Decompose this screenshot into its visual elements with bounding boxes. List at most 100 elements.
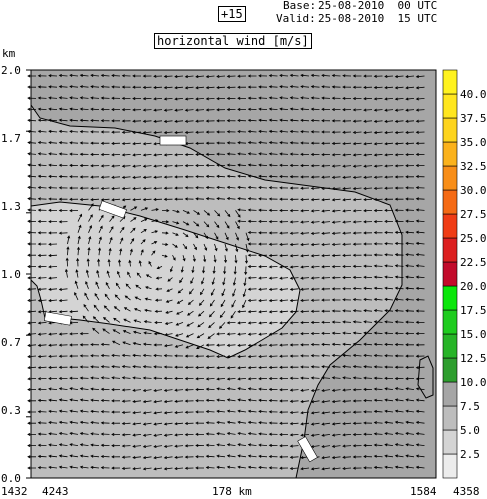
- wind-arrow: [226, 321, 236, 325]
- wind-arrow: [37, 85, 47, 89]
- wind-arrow: [216, 74, 226, 79]
- wind-arrow: [289, 298, 299, 303]
- wind-arrow: [342, 175, 352, 179]
- wind-arrow: [258, 310, 268, 314]
- wind-arrow: [132, 330, 142, 334]
- wind-arrow: [268, 85, 278, 89]
- wind-arrow: [102, 328, 110, 334]
- wind-arrow: [193, 232, 199, 239]
- wind-arrow: [208, 322, 215, 329]
- wind-arrow: [258, 421, 268, 425]
- wind-arrow: [258, 465, 268, 470]
- wind-arrow: [321, 209, 331, 213]
- wind-arrow: [231, 299, 236, 308]
- wind-arrow: [111, 175, 121, 179]
- wind-arrow: [321, 254, 331, 258]
- wind-arrow: [202, 266, 206, 274]
- wind-arrow: [27, 174, 37, 178]
- wind-arrow: [48, 107, 58, 111]
- wind-arrow: [415, 343, 425, 347]
- wind-arrow: [232, 277, 236, 286]
- wind-arrow: [163, 344, 173, 348]
- wind-arrow: [193, 210, 201, 215]
- wind-arrow: [174, 411, 184, 415]
- wind-arrow: [310, 265, 320, 269]
- wind-arrow: [142, 153, 152, 157]
- wind-arrow: [119, 248, 123, 256]
- wind-arrow: [88, 225, 93, 233]
- wind-arrow: [109, 226, 114, 234]
- wind-arrow: [321, 467, 331, 471]
- wind-arrow: [161, 242, 169, 246]
- wind-arrow: [195, 175, 205, 179]
- wind-arrow: [268, 276, 278, 280]
- wind-arrow: [93, 304, 100, 312]
- wind-arrow: [216, 108, 226, 112]
- wind-arrow: [415, 208, 425, 212]
- wind-arrow: [247, 409, 257, 413]
- wind-arrow: [169, 266, 173, 273]
- wind-arrow: [90, 421, 100, 425]
- wind-arrow: [373, 253, 383, 257]
- wind-arrow: [352, 432, 362, 437]
- wind-arrow: [289, 118, 299, 122]
- wind-arrow: [184, 86, 194, 90]
- wind-arrow: [117, 259, 122, 267]
- wind-arrow: [373, 164, 383, 168]
- colorbar-level-label: 15.0: [460, 328, 487, 341]
- wind-arrow: [415, 432, 425, 436]
- wind-arrow: [107, 258, 111, 267]
- wind-arrow: [300, 107, 310, 111]
- wind-arrow: [237, 443, 247, 447]
- wind-arrow: [258, 152, 268, 156]
- wind-arrow: [100, 454, 110, 459]
- wind-arrow: [331, 242, 341, 247]
- wind-arrow: [111, 444, 121, 448]
- wind-arrow: [195, 387, 205, 392]
- wind-arrow: [363, 387, 373, 391]
- wind-arrow: [331, 96, 341, 100]
- wind-arrow: [100, 410, 110, 414]
- wind-arrow: [331, 444, 341, 448]
- wind-arrow: [90, 432, 100, 436]
- wind-arrow: [67, 235, 71, 245]
- wind-arrow: [220, 299, 226, 308]
- wind-arrow: [384, 331, 394, 335]
- wind-arrow: [69, 443, 79, 447]
- wind-arrow: [384, 342, 394, 346]
- wind-arrow: [237, 185, 247, 189]
- wind-arrow: [352, 153, 362, 157]
- wind-arrow: [352, 97, 362, 101]
- wind-arrow: [205, 443, 215, 447]
- wind-arrow: [363, 153, 373, 157]
- colorbar-level-label: 22.5: [460, 256, 487, 269]
- wind-arrow: [331, 467, 341, 471]
- wind-arrow: [310, 287, 320, 291]
- wind-arrow: [48, 365, 58, 370]
- wind-arrow: [363, 286, 373, 290]
- wind-arrow: [48, 197, 58, 201]
- wind-arrow: [268, 343, 278, 347]
- wind-arrow: [172, 210, 180, 214]
- wind-arrow: [363, 410, 373, 414]
- wind-arrow: [405, 186, 415, 190]
- wind-arrow: [258, 208, 268, 212]
- wind-arrow: [153, 433, 163, 437]
- wind-arrow: [384, 264, 394, 268]
- wind-arrow: [331, 365, 341, 369]
- wind-arrow: [373, 443, 383, 447]
- wind-arrow: [289, 365, 299, 369]
- wind-arrow: [190, 277, 194, 285]
- wind-arrow: [103, 316, 110, 323]
- wind-arrow: [165, 299, 173, 303]
- wind-arrow: [394, 74, 404, 79]
- wind-arrow: [394, 142, 404, 146]
- wind-arrow: [415, 163, 425, 168]
- wind-arrow: [384, 175, 394, 179]
- wind-arrow: [184, 119, 194, 123]
- wind-arrow: [69, 209, 79, 213]
- wind-arrow: [384, 164, 394, 168]
- wind-arrow: [405, 241, 415, 245]
- wind-arrow: [58, 85, 68, 89]
- wind-arrow: [363, 164, 373, 168]
